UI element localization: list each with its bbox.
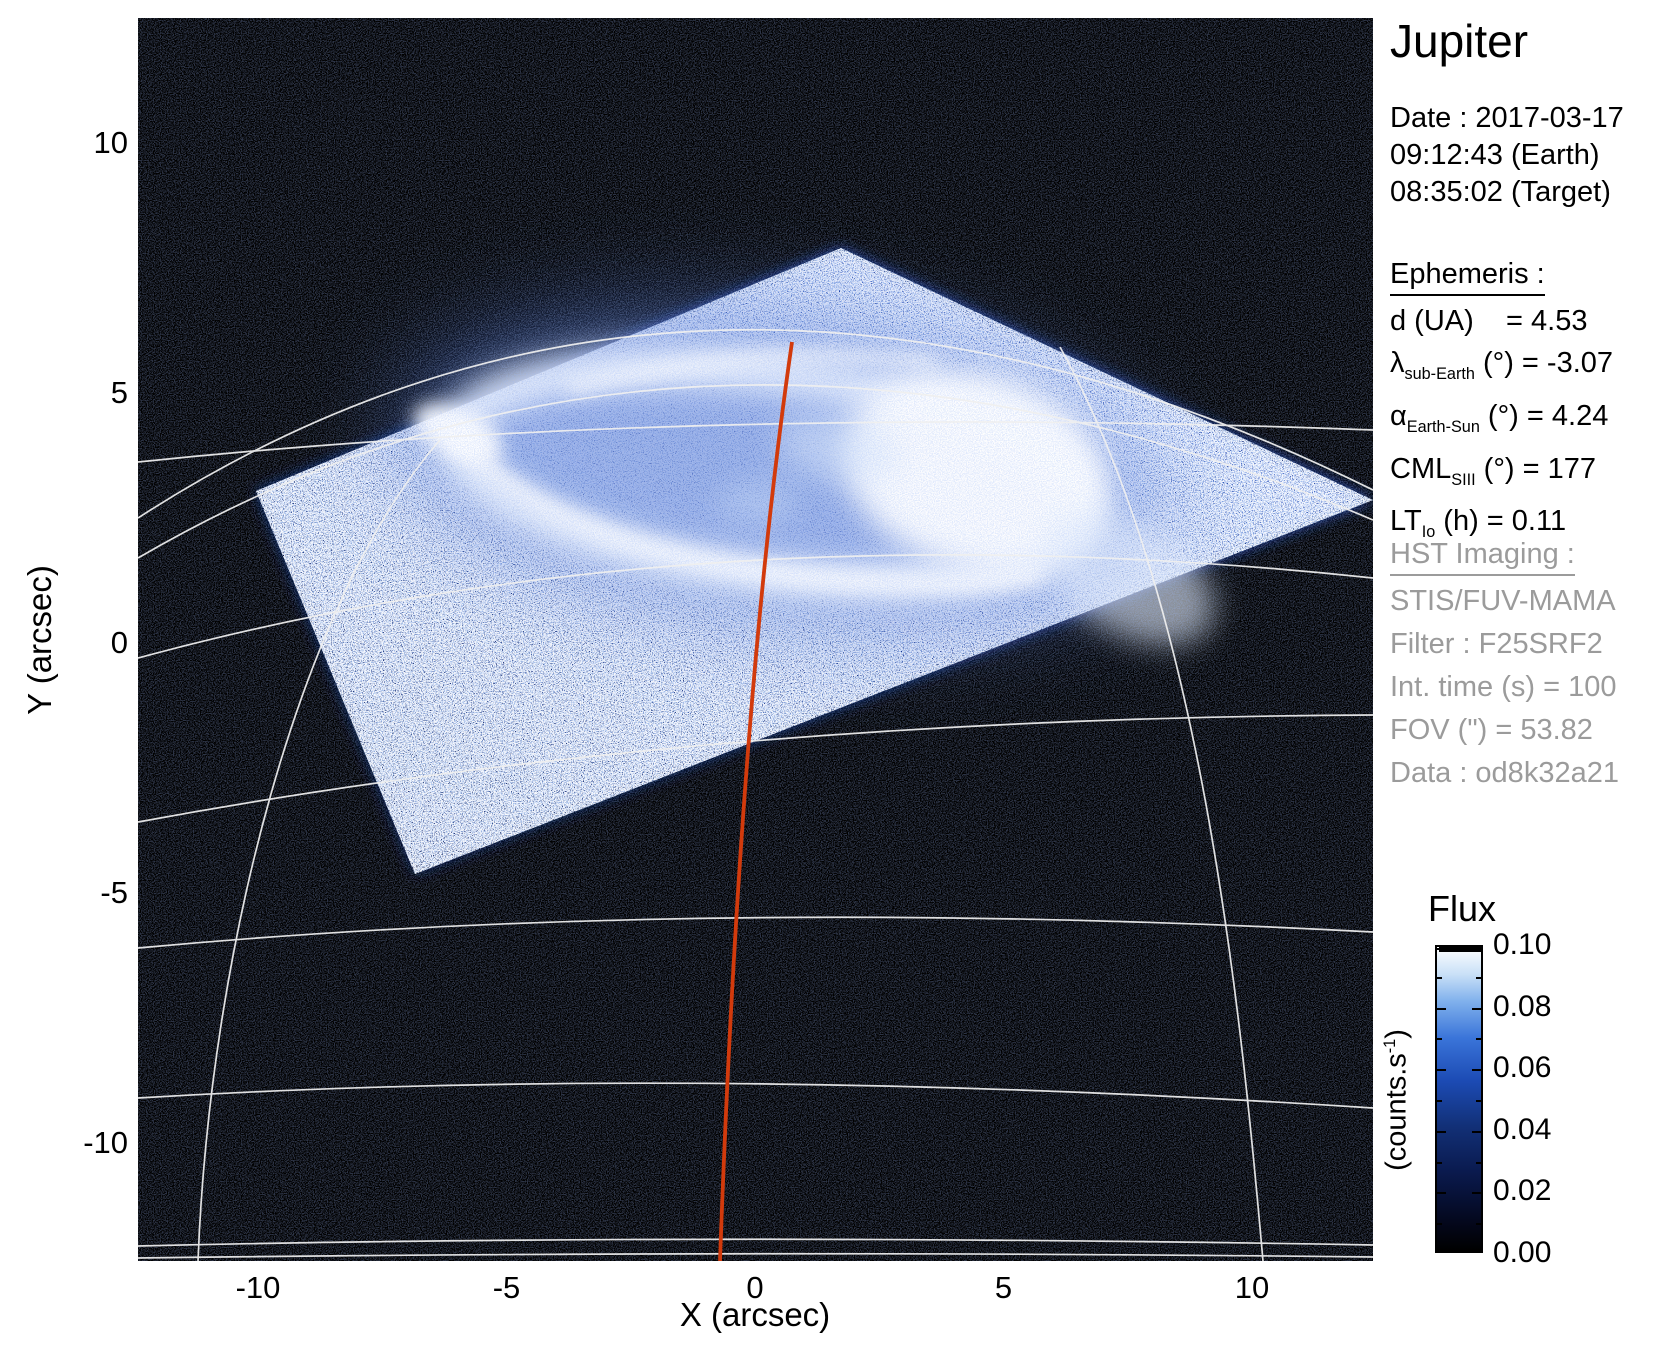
date-line: 08:35:02 (Target) — [1390, 176, 1611, 208]
colorbar-title: Flux — [1427, 888, 1497, 929]
colorbar-tick — [1476, 1038, 1481, 1040]
colorbar-tick-label: 0.06 — [1493, 1051, 1552, 1085]
colorbar-top-tick — [1461, 947, 1463, 952]
colorbar-tick — [1437, 1131, 1446, 1133]
ephemeris-line: αEarth-Sun (°) = 4.24 — [1390, 399, 1609, 436]
latitude-line — [138, 916, 1373, 949]
ephemeris-block: d (UA) = 4.53 λsub-Earth (°) = -3.07 αEart… — [1390, 300, 1613, 553]
y-tick-label: 0 — [110, 625, 128, 661]
colorbar-top-tick — [1455, 947, 1457, 952]
colorbar-tick — [1472, 1069, 1481, 1071]
colorbar-top-tick — [1469, 947, 1471, 952]
colorbar-top-tick — [1459, 947, 1461, 952]
latitude-line — [138, 1252, 1373, 1259]
colorbar-top-tick — [1463, 947, 1465, 952]
colorbar-tick — [1437, 1008, 1446, 1010]
colorbar-top-tick — [1439, 947, 1441, 952]
colorbar-tick — [1437, 1038, 1442, 1040]
hst-line: Int. time (s) = 100 — [1390, 671, 1617, 703]
colorbar-tick — [1437, 1069, 1446, 1071]
cml-meridian-line — [718, 341, 794, 1261]
colorbar-top-tick — [1471, 947, 1473, 952]
colorbar-tick — [1437, 1223, 1442, 1225]
colorbar-tick — [1472, 1192, 1481, 1194]
colorbar-top-tick — [1465, 947, 1467, 952]
y-axis-label: Y (arcsec) — [21, 565, 58, 715]
colorbar-top-tick — [1473, 947, 1475, 952]
colorbar-tick-label: 0.04 — [1493, 1112, 1552, 1146]
colorbar-unit-label: (counts.s-1) — [1380, 1029, 1413, 1171]
colorbar-top-tick — [1447, 947, 1449, 952]
hst-imaging-block: STIS/FUV-MAMA Filter : F25SRF2 Int. time (… — [1390, 580, 1619, 795]
y-tick-label: -10 — [83, 1125, 128, 1161]
sky-plot-svg — [138, 18, 1373, 1261]
meridian-line — [197, 439, 441, 1261]
colorbar-top-tick — [1475, 947, 1477, 952]
y-tick-label: 5 — [110, 375, 128, 411]
target-title: Jupiter — [1390, 15, 1529, 67]
colorbar-tick — [1437, 1100, 1442, 1102]
colorbar — [1435, 945, 1483, 1253]
x-tick-label: -10 — [235, 1270, 281, 1305]
y-tick-label: 10 — [93, 125, 128, 161]
colorbar-top-tick — [1477, 947, 1479, 952]
colorbar-tick — [1472, 1249, 1481, 1251]
colorbar-tick-label: 0.10 — [1493, 928, 1552, 961]
colorbar-tick — [1437, 1162, 1442, 1164]
meridian-line — [1059, 346, 1264, 1261]
latitude-line — [138, 421, 1373, 463]
colorbar-tick — [1472, 1131, 1481, 1133]
colorbar-tick-label: 0.08 — [1493, 989, 1552, 1023]
hst-line: Data : od8k32a21 — [1390, 757, 1619, 789]
sky-plot — [138, 18, 1373, 1261]
colorbar-top-tick — [1479, 947, 1481, 952]
colorbar-tick-label: 0.00 — [1493, 1236, 1552, 1269]
x-tick-label: 5 — [994, 1270, 1013, 1305]
colorbar-tick — [1472, 1008, 1481, 1010]
graticule — [138, 328, 1373, 1261]
latitude-line — [138, 384, 1373, 559]
sky-noise — [138, 18, 1373, 1261]
hst-line: Filter : F25SRF2 — [1390, 628, 1603, 660]
colorbar-top-tick — [1467, 947, 1469, 952]
colorbar-top-tick — [1441, 947, 1443, 952]
colorbar-tick — [1476, 1223, 1481, 1225]
ephemeris-header: Ephemeris : — [1390, 258, 1545, 296]
x-axis-label: X (arcsec) — [679, 1296, 831, 1333]
y-tick-label: -5 — [100, 875, 128, 911]
ephemeris-line: CMLSIII (°) = 177 — [1390, 452, 1597, 489]
colorbar-top-tick — [1445, 947, 1447, 952]
latitude-line — [138, 328, 1373, 519]
colorbar-top-tick — [1453, 947, 1455, 952]
x-tick-label: 0 — [746, 1270, 764, 1305]
ephemeris-line: d (UA) = 4.53 — [1390, 305, 1588, 337]
colorbar-tick — [1476, 1162, 1481, 1164]
colorbar-tick — [1437, 1249, 1446, 1251]
colorbar-top-tick — [1457, 947, 1459, 952]
colorbar-top-tick — [1449, 947, 1451, 952]
hst-imaging-header: HST Imaging : — [1390, 538, 1575, 576]
x-tick-label: 10 — [1234, 1270, 1270, 1305]
colorbar-tick — [1476, 1100, 1481, 1102]
latitude-line — [138, 714, 1373, 823]
ephemeris-line: λsub-Earth (°) = -3.07 — [1390, 347, 1614, 383]
x-tick-label: -5 — [492, 1270, 521, 1305]
colorbar-top-tick — [1451, 947, 1453, 952]
colorbar-tick-label: 0.02 — [1493, 1174, 1552, 1208]
hst-line: FOV (") = 53.82 — [1390, 714, 1593, 746]
colorbar-top-tick — [1443, 947, 1445, 952]
latitude-line — [138, 554, 1373, 659]
colorbar-tick — [1437, 977, 1442, 979]
latitude-line — [138, 1238, 1373, 1247]
colorbar-tick — [1476, 977, 1481, 979]
observation-date-block: Date : 2017-03-17 09:12:43 (Earth) 08:35:0… — [1390, 100, 1624, 211]
date-line: Date : 2017-03-17 — [1390, 102, 1624, 134]
hst-line: STIS/FUV-MAMA — [1390, 585, 1616, 617]
colorbar-tick — [1437, 1192, 1446, 1194]
date-line: 09:12:43 (Earth) — [1390, 139, 1600, 171]
ephemeris-line: LTIo (h) = 0.11 — [1390, 505, 1567, 542]
